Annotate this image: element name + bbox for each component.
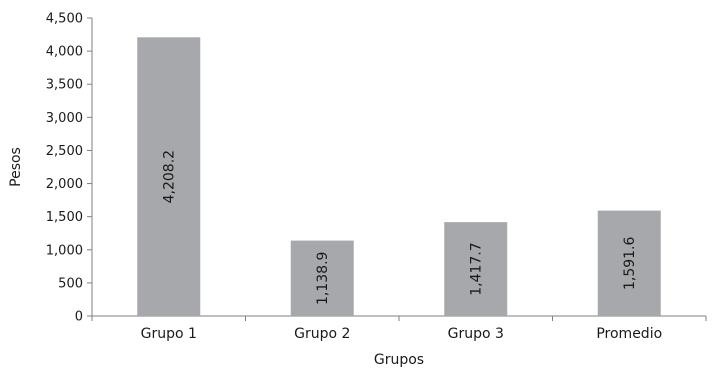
y-tick-label: 4,500 bbox=[46, 12, 83, 27]
x-tick-label: Grupo 1 bbox=[141, 326, 197, 342]
y-tick-label: 500 bbox=[58, 276, 83, 291]
y-tick-label: 0 bbox=[75, 310, 83, 325]
x-axis-title: Grupos bbox=[374, 352, 424, 368]
x-ticks: Grupo 1 Grupo 2 Grupo 3 Promedio bbox=[91, 316, 707, 342]
bar-grupo-3 bbox=[444, 222, 508, 316]
x-tick-label: Grupo 3 bbox=[448, 326, 504, 342]
bar-grupo-2 bbox=[290, 240, 354, 316]
y-tick-label: 1,500 bbox=[46, 210, 83, 225]
bar-promedio bbox=[597, 210, 661, 316]
y-axis-title: Pesos bbox=[8, 147, 24, 187]
bar-grupo-1 bbox=[137, 37, 201, 317]
data-labels: 4,208.2 1,138.9 1,417.7 1,591.6 bbox=[162, 150, 639, 305]
x-tick-label: Grupo 2 bbox=[294, 326, 350, 342]
y-tick-label: 3,000 bbox=[46, 111, 83, 126]
data-label: 1,138.9 bbox=[315, 252, 331, 305]
data-label: 4,208.2 bbox=[162, 150, 178, 203]
data-label: 1,591.6 bbox=[622, 236, 638, 290]
y-axis: 0 500 1,000 1,500 2,000 2,500 3,000 3,500 4,000 4… bbox=[46, 12, 93, 325]
y-tick-label: 1,000 bbox=[46, 243, 83, 258]
y-tick-label: 3,500 bbox=[46, 78, 83, 93]
x-axis: Grupo 1 Grupo 2 Grupo 3 Promedio bbox=[87, 315, 707, 342]
data-label: 1,417.7 bbox=[469, 242, 485, 295]
bars bbox=[137, 37, 661, 317]
y-ticks: 0 500 1,000 1,500 2,000 2,500 3,000 3,500 4,000 4… bbox=[46, 12, 92, 325]
y-tick-label: 2,000 bbox=[46, 177, 83, 192]
y-tick-label: 2,500 bbox=[46, 144, 83, 159]
y-tick-label: 4,000 bbox=[46, 45, 83, 60]
x-tick-label: Promedio bbox=[596, 326, 662, 342]
